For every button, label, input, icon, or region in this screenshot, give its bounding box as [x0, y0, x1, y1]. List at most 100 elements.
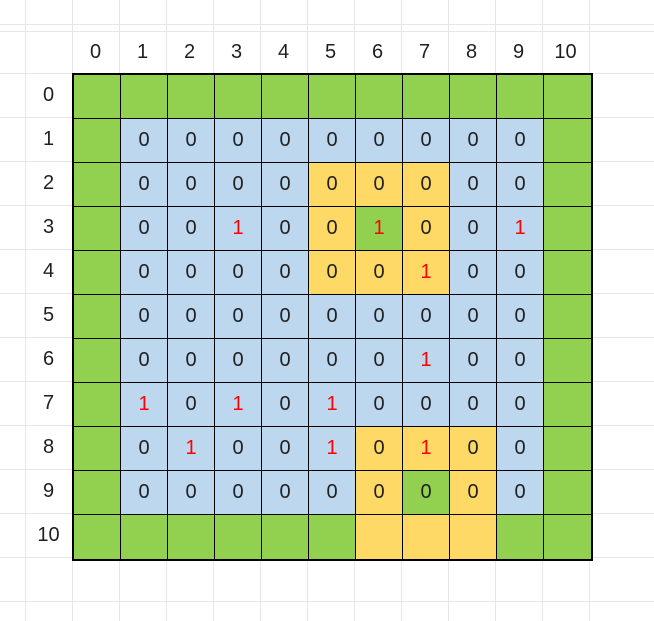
- cell-1-5[interactable]: 0: [309, 119, 356, 163]
- cell-10-2[interactable]: [168, 515, 215, 559]
- col-header-5[interactable]: 5: [324, 41, 337, 63]
- cell-9-10[interactable]: [544, 471, 591, 515]
- row-header-2[interactable]: 2: [42, 172, 55, 194]
- cell-9-3[interactable]: 0: [215, 471, 262, 515]
- cell-6-4[interactable]: 0: [262, 339, 309, 383]
- cell-6-8[interactable]: 0: [450, 339, 497, 383]
- cell-8-10[interactable]: [544, 427, 591, 471]
- cell-10-9[interactable]: [497, 515, 544, 559]
- row-header-8[interactable]: 8: [42, 436, 55, 458]
- cell-0-4[interactable]: [262, 75, 309, 119]
- cell-3-10[interactable]: [544, 207, 591, 251]
- cell-5-4[interactable]: 0: [262, 295, 309, 339]
- cell-9-8[interactable]: 0: [450, 471, 497, 515]
- cell-10-0[interactable]: [74, 515, 121, 559]
- cell-9-6[interactable]: 0: [356, 471, 403, 515]
- cell-6-7[interactable]: 1: [403, 339, 450, 383]
- cell-3-2[interactable]: 0: [168, 207, 215, 251]
- cell-0-5[interactable]: [309, 75, 356, 119]
- col-header-3[interactable]: 3: [230, 41, 243, 63]
- cell-0-9[interactable]: [497, 75, 544, 119]
- cell-6-2[interactable]: 0: [168, 339, 215, 383]
- cell-4-10[interactable]: [544, 251, 591, 295]
- cell-8-5[interactable]: 1: [309, 427, 356, 471]
- cell-0-1[interactable]: [121, 75, 168, 119]
- cell-7-7[interactable]: 0: [403, 383, 450, 427]
- cell-1-8[interactable]: 0: [450, 119, 497, 163]
- cell-5-6[interactable]: 0: [356, 295, 403, 339]
- col-header-9[interactable]: 9: [512, 41, 525, 63]
- cell-4-2[interactable]: 0: [168, 251, 215, 295]
- cell-4-5[interactable]: 0: [309, 251, 356, 295]
- cell-5-0[interactable]: [74, 295, 121, 339]
- cell-4-4[interactable]: 0: [262, 251, 309, 295]
- cell-3-1[interactable]: 0: [121, 207, 168, 251]
- cell-0-8[interactable]: [450, 75, 497, 119]
- cell-6-3[interactable]: 0: [215, 339, 262, 383]
- cell-4-6[interactable]: 0: [356, 251, 403, 295]
- cell-2-8[interactable]: 0: [450, 163, 497, 207]
- col-header-0[interactable]: 0: [89, 41, 102, 63]
- cell-8-7[interactable]: 1: [403, 427, 450, 471]
- cell-2-7[interactable]: 0: [403, 163, 450, 207]
- cell-0-3[interactable]: [215, 75, 262, 119]
- cell-7-0[interactable]: [74, 383, 121, 427]
- cell-1-7[interactable]: 0: [403, 119, 450, 163]
- row-header-6[interactable]: 6: [42, 348, 55, 370]
- row-header-4[interactable]: 4: [42, 260, 55, 282]
- col-header-8[interactable]: 8: [465, 41, 478, 63]
- cell-5-2[interactable]: 0: [168, 295, 215, 339]
- cell-3-7[interactable]: 0: [403, 207, 450, 251]
- cell-6-0[interactable]: [74, 339, 121, 383]
- cell-9-4[interactable]: 0: [262, 471, 309, 515]
- col-header-2[interactable]: 2: [183, 41, 196, 63]
- cell-6-10[interactable]: [544, 339, 591, 383]
- cell-8-4[interactable]: 0: [262, 427, 309, 471]
- cell-1-6[interactable]: 0: [356, 119, 403, 163]
- cell-5-1[interactable]: 0: [121, 295, 168, 339]
- cell-2-4[interactable]: 0: [262, 163, 309, 207]
- cell-3-6[interactable]: 1: [356, 207, 403, 251]
- cell-1-4[interactable]: 0: [262, 119, 309, 163]
- cell-3-5[interactable]: 0: [309, 207, 356, 251]
- cell-7-3[interactable]: 1: [215, 383, 262, 427]
- cell-10-4[interactable]: [262, 515, 309, 559]
- cell-9-1[interactable]: 0: [121, 471, 168, 515]
- cell-8-0[interactable]: [74, 427, 121, 471]
- cell-0-10[interactable]: [544, 75, 591, 119]
- cell-5-10[interactable]: [544, 295, 591, 339]
- cell-6-6[interactable]: 0: [356, 339, 403, 383]
- cell-8-1[interactable]: 0: [121, 427, 168, 471]
- cell-8-6[interactable]: 0: [356, 427, 403, 471]
- row-header-3[interactable]: 3: [42, 216, 55, 238]
- cell-10-5[interactable]: [309, 515, 356, 559]
- cell-10-6[interactable]: [356, 515, 403, 559]
- cell-1-9[interactable]: 0: [497, 119, 544, 163]
- cell-0-6[interactable]: [356, 75, 403, 119]
- col-header-6[interactable]: 6: [371, 41, 384, 63]
- cell-9-9[interactable]: 0: [497, 471, 544, 515]
- cell-10-1[interactable]: [121, 515, 168, 559]
- row-header-0[interactable]: 0: [42, 84, 55, 106]
- cell-0-7[interactable]: [403, 75, 450, 119]
- cell-2-2[interactable]: 0: [168, 163, 215, 207]
- cell-4-3[interactable]: 0: [215, 251, 262, 295]
- cell-10-10[interactable]: [544, 515, 591, 559]
- cell-5-9[interactable]: 0: [497, 295, 544, 339]
- cell-5-7[interactable]: 0: [403, 295, 450, 339]
- cell-3-9[interactable]: 1: [497, 207, 544, 251]
- cell-10-3[interactable]: [215, 515, 262, 559]
- col-header-1[interactable]: 1: [136, 41, 149, 63]
- cell-7-8[interactable]: 0: [450, 383, 497, 427]
- cell-1-1[interactable]: 0: [121, 119, 168, 163]
- row-header-1[interactable]: 1: [42, 128, 55, 150]
- cell-3-0[interactable]: [74, 207, 121, 251]
- col-header-10[interactable]: 10: [554, 41, 577, 63]
- row-header-7[interactable]: 7: [42, 392, 55, 414]
- cell-7-9[interactable]: 0: [497, 383, 544, 427]
- cell-4-1[interactable]: 0: [121, 251, 168, 295]
- cell-10-7[interactable]: [403, 515, 450, 559]
- cell-10-8[interactable]: [450, 515, 497, 559]
- cell-7-1[interactable]: 1: [121, 383, 168, 427]
- cell-8-9[interactable]: 0: [497, 427, 544, 471]
